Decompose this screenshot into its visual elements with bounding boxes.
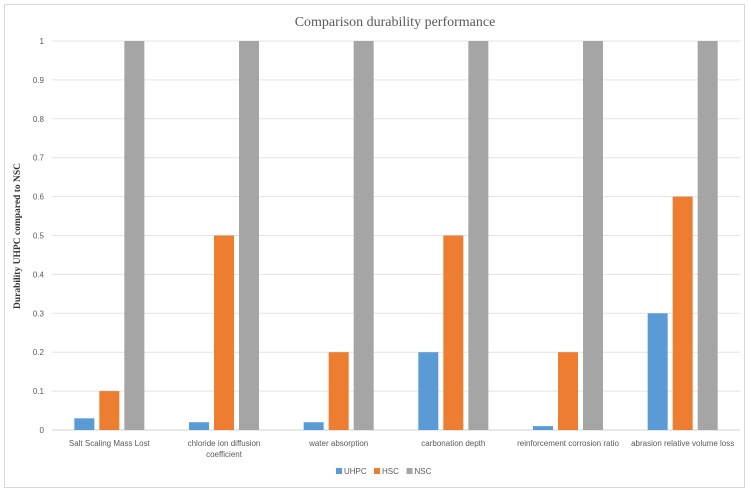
legend-label: UHPC [344, 467, 367, 476]
bar-nsc [353, 41, 374, 430]
y-tick-label: 0.1 [33, 387, 45, 396]
chart-frame [4, 4, 745, 488]
bar-uhpc [647, 313, 668, 430]
bar-nsc [697, 41, 718, 430]
legend-label: HSC [382, 467, 399, 476]
y-tick-label: 0.8 [33, 115, 45, 124]
y-tick-label: 0.7 [33, 154, 45, 163]
x-category-label: chloride ion diffusion [188, 439, 261, 448]
bar-hsc [99, 391, 120, 430]
x-category-label: reinforcement corrosion ratio [517, 439, 619, 448]
x-category-label: coefficient [206, 450, 243, 459]
bar-hsc [328, 352, 349, 430]
legend-swatch-hsc [374, 468, 380, 474]
bar-uhpc [303, 422, 324, 430]
x-category-label: carbonation depth [421, 439, 485, 448]
bar-hsc [443, 235, 464, 430]
legend-label: NSC [415, 467, 432, 476]
y-tick-label: 0 [40, 426, 45, 435]
bar-nsc [124, 41, 145, 430]
y-tick-label: 0.3 [33, 309, 45, 318]
bar-hsc [558, 352, 578, 430]
y-tick-label: 0.5 [33, 232, 45, 241]
bar-hsc [214, 235, 234, 430]
bar-nsc [468, 41, 489, 430]
y-tick-label: 0.9 [33, 76, 45, 85]
y-tick-label: 0.2 [33, 348, 45, 357]
legend-swatch-uhpc [336, 468, 342, 474]
x-category-label: Salt Scaling Mass Lost [69, 439, 151, 448]
bar-uhpc [189, 422, 209, 430]
y-tick-label: 1 [40, 37, 45, 46]
y-tick-label: 0.6 [33, 193, 45, 202]
bar-uhpc [74, 418, 95, 430]
y-tick-label: 0.4 [33, 270, 45, 279]
bar-hsc [672, 196, 693, 430]
y-axis-label: Durability UHPC compared to NSC [13, 163, 23, 309]
x-category-label: water absorption [308, 439, 368, 448]
legend-swatch-nsc [406, 468, 413, 474]
bar-nsc [239, 41, 259, 430]
chart-title: Comparison durability performance [295, 15, 496, 30]
bar-uhpc [418, 352, 439, 430]
x-category-label: abrasion relative volume loss [631, 439, 734, 448]
bar-nsc [583, 41, 603, 430]
bar-uhpc [533, 426, 553, 430]
